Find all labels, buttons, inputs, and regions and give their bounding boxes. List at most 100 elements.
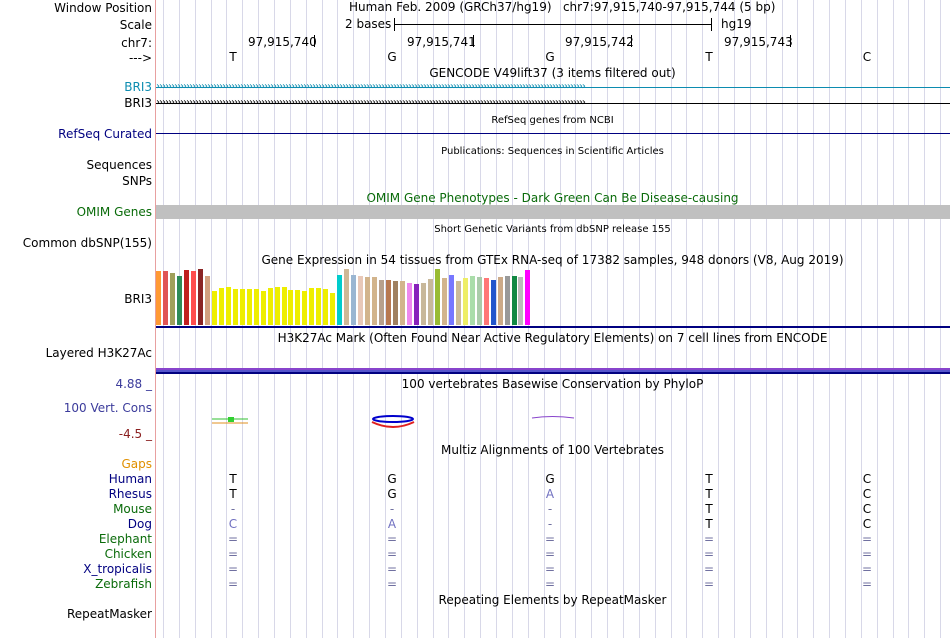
- gtex-bar[interactable]: [239, 289, 245, 325]
- multiz-title[interactable]: Multiz Alignments of 100 Vertebrates: [440, 443, 665, 457]
- grid-line: [829, 0, 830, 638]
- gtex-bar[interactable]: [309, 288, 315, 325]
- gtex-bar[interactable]: [511, 276, 517, 325]
- gtex-bar[interactable]: [434, 269, 440, 325]
- gtex-bar[interactable]: [420, 283, 426, 325]
- gtex-bar[interactable]: [232, 289, 238, 325]
- gtex-bar[interactable]: [525, 270, 531, 325]
- species-label[interactable]: Zebrafish: [95, 577, 152, 591]
- gtex-bar[interactable]: [351, 275, 357, 325]
- species-label[interactable]: Rhesus: [108, 487, 152, 501]
- gtex-bar[interactable]: [483, 278, 489, 325]
- grid-line: [750, 0, 751, 638]
- conservation-title[interactable]: 100 vertebrates Basewise Conservation by…: [401, 377, 704, 391]
- h3k27ac-title[interactable]: H3K27Ac Mark (Often Found Near Active Re…: [277, 331, 828, 345]
- gtex-bar[interactable]: [169, 273, 175, 325]
- repeatmasker-title[interactable]: Repeating Elements by RepeatMasker: [438, 593, 667, 607]
- conservation-plot[interactable]: [156, 410, 950, 430]
- gtex-bar[interactable]: [490, 280, 496, 325]
- species-label[interactable]: Dog: [127, 517, 152, 531]
- gtex-bar[interactable]: [455, 281, 461, 325]
- gtex-bar[interactable]: [427, 279, 433, 325]
- gtex-bar[interactable]: [274, 287, 280, 325]
- gtex-bar[interactable]: [302, 291, 308, 325]
- gtex-bar[interactable]: [218, 288, 224, 325]
- gtex-bar[interactable]: [267, 288, 273, 325]
- dbsnp-label[interactable]: Common dbSNP(155): [22, 236, 152, 250]
- gtex-bar[interactable]: [441, 278, 447, 325]
- gtex-bar[interactable]: [316, 288, 322, 325]
- species-label[interactable]: Elephant: [98, 532, 152, 546]
- gtex-bar[interactable]: [190, 271, 196, 325]
- gtex-bar[interactable]: [518, 277, 524, 325]
- gencode-title[interactable]: GENCODE V49lift37 (3 items filtered out): [429, 66, 676, 80]
- gtex-title[interactable]: Gene Expression in 54 tissues from GTEx …: [261, 253, 844, 267]
- gtex-bar[interactable]: [176, 276, 182, 325]
- gtex-bar[interactable]: [469, 276, 475, 325]
- gtex-bar[interactable]: [462, 278, 468, 325]
- gtex-bar[interactable]: [225, 287, 231, 325]
- gtex-bar[interactable]: [406, 283, 412, 325]
- gtex-bar[interactable]: [386, 280, 391, 325]
- gtex-bar[interactable]: [379, 280, 384, 325]
- refseq-title[interactable]: RefSeq genes from NCBI: [491, 115, 614, 126]
- gencode-gene-label[interactable]: BRI3: [124, 96, 152, 110]
- species-label[interactable]: Chicken: [104, 547, 152, 561]
- gtex-bar[interactable]: [323, 289, 329, 325]
- h3k27ac-signal[interactable]: [156, 368, 950, 370]
- gtex-bar[interactable]: [246, 289, 252, 325]
- refseq-transcript[interactable]: [156, 133, 950, 134]
- h3k27ac-label[interactable]: Layered H3K27Ac: [45, 346, 152, 360]
- gtex-bar[interactable]: [399, 281, 405, 325]
- omim-feature[interactable]: [156, 205, 950, 219]
- gtex-bar[interactable]: [358, 276, 364, 325]
- gtex-bar[interactable]: [344, 269, 350, 325]
- gencode-transcript-2[interactable]: ››››››››››››››››››››››››››››››››››››››››…: [156, 98, 586, 108]
- gtex-bar[interactable]: [156, 271, 161, 325]
- alignment-base: =: [861, 562, 873, 576]
- gtex-bar[interactable]: [337, 275, 343, 325]
- gtex-bar[interactable]: [288, 290, 294, 325]
- gtex-bar[interactable]: [197, 269, 203, 325]
- species-label[interactable]: X_tropicalis: [83, 562, 152, 576]
- conservation-mark: [531, 416, 575, 419]
- alignment-base: C: [862, 502, 872, 516]
- gtex-bar[interactable]: [295, 290, 301, 325]
- gtex-bar[interactable]: [260, 291, 266, 325]
- repeatmasker-label[interactable]: RepeatMasker: [66, 607, 152, 621]
- ref-base: T: [229, 50, 237, 64]
- gencode-gene-label[interactable]: BRI3: [124, 80, 152, 94]
- gtex-bar[interactable]: [330, 293, 336, 325]
- species-label[interactable]: Mouse: [113, 502, 152, 516]
- gtex-bar[interactable]: [211, 291, 217, 325]
- gtex-bar[interactable]: [253, 289, 259, 325]
- gtex-bar[interactable]: [163, 271, 168, 325]
- gtex-bar[interactable]: [413, 284, 419, 325]
- gtex-bar[interactable]: [497, 277, 503, 325]
- gtex-label[interactable]: BRI3: [124, 292, 152, 306]
- dbsnp-title[interactable]: Short Genetic Variants from dbSNP releas…: [434, 224, 671, 235]
- gtex-bar[interactable]: [448, 275, 454, 325]
- alignment-base: =: [227, 547, 239, 561]
- gtex-bar[interactable]: [204, 276, 210, 325]
- conservation-label[interactable]: 100 Vert. Cons: [63, 401, 152, 415]
- omim-title[interactable]: OMIM Gene Phenotypes - Dark Green Can Be…: [366, 191, 739, 205]
- grid-line: [766, 0, 767, 638]
- gtex-bar[interactable]: [281, 287, 287, 325]
- alignment-base: =: [703, 577, 715, 591]
- gtex-bar[interactable]: [504, 276, 510, 325]
- alignment-base: =: [703, 532, 715, 546]
- publications-title[interactable]: Publications: Sequences in Scientific Ar…: [441, 146, 664, 157]
- omim-label[interactable]: OMIM Genes: [76, 205, 152, 219]
- sequences-label[interactable]: Sequences: [86, 158, 152, 172]
- species-label[interactable]: Human: [108, 472, 152, 486]
- gencode-transcript-1[interactable]: ››››››››››››››››››››››››››››››››››››››››…: [156, 82, 586, 92]
- gaps-label[interactable]: Gaps: [121, 457, 152, 471]
- gtex-bar[interactable]: [365, 277, 371, 325]
- gtex-bar[interactable]: [393, 281, 398, 325]
- gtex-bar[interactable]: [372, 277, 378, 325]
- snps-label[interactable]: SNPs: [122, 174, 152, 188]
- gtex-bar[interactable]: [183, 270, 189, 325]
- gtex-bar[interactable]: [476, 277, 482, 325]
- refseq-label[interactable]: RefSeq Curated: [58, 127, 152, 141]
